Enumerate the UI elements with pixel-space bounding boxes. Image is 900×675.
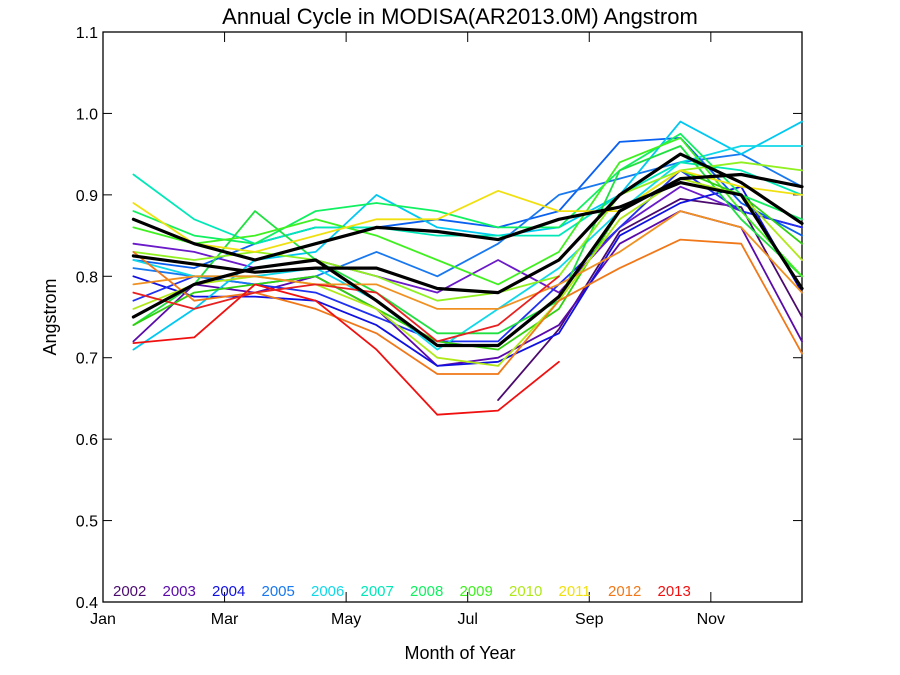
legend-entry-2008: 2008 [410,583,443,600]
y-tick-label: 0.9 [76,188,98,205]
x-axis-label: Month of Year [404,643,515,663]
series-line-mean [131,172,804,348]
series-line-2008 [132,145,803,335]
y-tick-label: 0.8 [76,269,98,286]
plot-area-frame [102,31,803,603]
y-tick-label: 1.1 [76,25,98,42]
legend-entry-2005: 2005 [262,583,295,600]
legend-entry-2012: 2012 [608,583,641,600]
legend-entry-2006: 2006 [311,583,344,600]
series-line-2010 [132,177,803,367]
legend-entry-2004: 2004 [212,583,245,600]
y-tick-label: 0.6 [76,432,98,449]
series-line-2002 [497,198,803,401]
y-axis: 0.4 0.5 0.6 0.7 0.8 0.9 1.0 1.1 [76,25,802,612]
y-axis-label: Angstrom [40,278,60,355]
x-tick-label: Sep [575,611,604,628]
legend: 2002 2003 2004 2005 2006 2007 2008 2009 2010 2011… [113,583,691,600]
series-line-2006 [132,120,803,351]
y-tick-label: 1.0 [76,106,98,123]
legend-entry-2007: 2007 [361,583,394,600]
legend-entry-2002: 2002 [113,583,146,600]
series-line-2010 [132,161,803,302]
series-line-2011 [132,169,803,253]
y-tick-label: 0.5 [76,514,98,531]
legend-entry-2013: 2013 [658,583,691,600]
x-tick-label: Jul [457,611,477,628]
series-line-2005 [132,153,803,286]
x-tick-label: Nov [697,611,725,628]
legend-entry-2009: 2009 [460,583,493,600]
x-tick-label: Mar [211,611,239,628]
series-line-2004 [132,185,803,367]
chart-title: Annual Cycle in MODISA(AR2013.0M) Angstr… [222,4,698,29]
series-line-2003 [132,185,803,294]
series-line-2013 [132,283,560,416]
legend-entry-2003: 2003 [163,583,196,600]
series-line-2009 [132,137,803,286]
x-tick-label: Jan [90,611,116,628]
series-line-2012 [132,210,803,310]
x-tick-label: May [331,611,361,628]
series-line-2013 [132,275,560,343]
x-axis: Jan Mar May Jul Sep Nov [90,32,725,628]
series-lines [131,120,804,416]
series-line-2008 [132,132,803,245]
y-tick-label: 0.4 [76,595,98,612]
y-tick-label: 0.7 [76,351,98,368]
legend-entry-2010: 2010 [509,583,542,600]
series-line-mean [131,181,804,291]
legend-entry-2011: 2011 [559,583,591,600]
